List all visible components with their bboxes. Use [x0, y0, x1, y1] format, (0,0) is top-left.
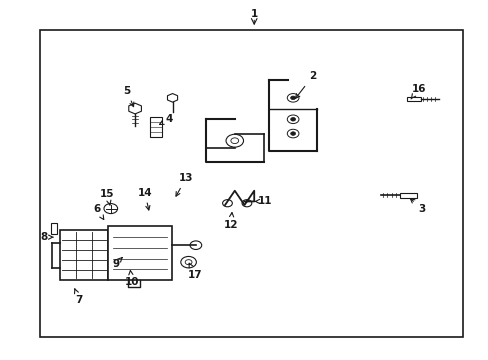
Text: 2: 2 [295, 71, 316, 98]
Text: 6: 6 [93, 203, 103, 220]
Text: 16: 16 [410, 84, 425, 99]
Bar [60, 230, 108, 280]
FancyBboxPatch shape [40, 30, 462, 337]
Polygon shape [167, 94, 177, 102]
Text: 15: 15 [100, 189, 114, 205]
Bar [149, 117, 162, 137]
Text: 7: 7 [74, 289, 82, 305]
Text: 12: 12 [223, 213, 238, 230]
Text: 10: 10 [124, 270, 139, 287]
Bar [399, 193, 416, 198]
Text: 1: 1 [250, 9, 257, 19]
Circle shape [290, 132, 295, 135]
Text: 4: 4 [159, 114, 172, 125]
Polygon shape [128, 103, 141, 114]
Circle shape [290, 117, 295, 121]
Text: 3: 3 [409, 199, 425, 213]
Bar [407, 97, 420, 102]
Text: 17: 17 [187, 263, 202, 280]
Circle shape [290, 96, 295, 100]
Text: 8: 8 [41, 232, 53, 242]
Text: 14: 14 [137, 188, 152, 210]
Text: 11: 11 [254, 197, 272, 206]
Bar [108, 226, 171, 280]
Text: 9: 9 [112, 257, 122, 269]
Text: 5: 5 [123, 86, 134, 107]
Bar [51, 223, 57, 234]
Text: 13: 13 [176, 173, 193, 196]
